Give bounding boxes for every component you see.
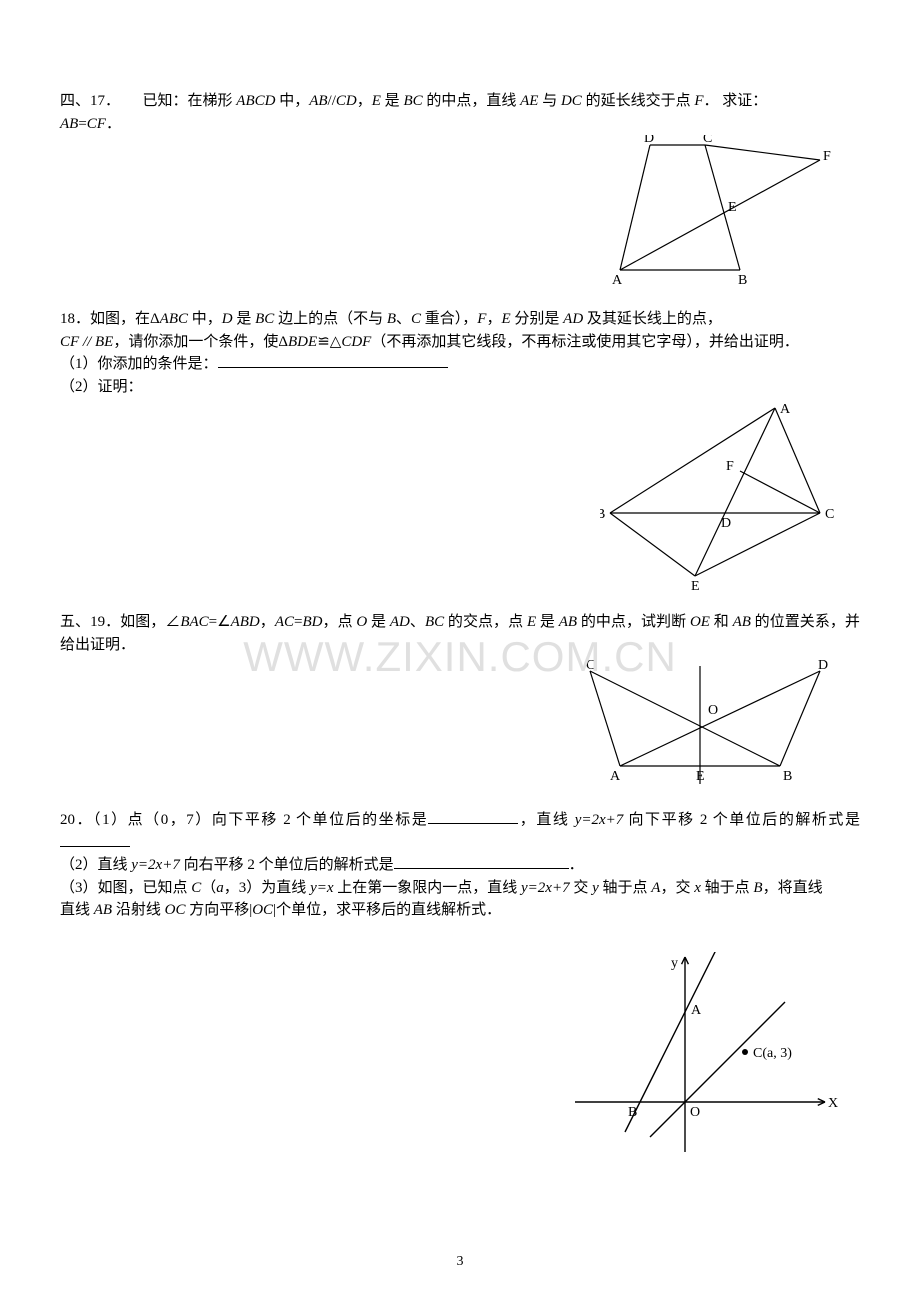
svg-text:B: B [600, 507, 605, 522]
svg-text:F: F [726, 459, 734, 474]
svg-text:F: F [823, 149, 831, 164]
svg-text:B: B [628, 1105, 637, 1120]
svg-text:A: A [612, 273, 623, 288]
svg-text:D: D [721, 516, 731, 531]
p19-text: 五、19．如图，∠BAC=∠ABD，AC=BD，点 O 是 AD、BC 的交点，… [60, 611, 860, 656]
svg-text:C(a, 3): C(a, 3) [753, 1046, 792, 1061]
svg-text:A: A [691, 1003, 702, 1018]
figure-20: Xy O A B C(a, 3) [570, 952, 840, 1162]
p17-heading: 四、17． [60, 93, 120, 109]
blank-condition [218, 353, 448, 368]
svg-text:D: D [818, 658, 828, 673]
svg-text:E: E [696, 769, 705, 784]
problem-20: 20．（1）点（0，7）向下平移 2 个单位后的坐标是，直线 y=2x+7 向下… [60, 809, 860, 1162]
svg-text:C: C [586, 658, 595, 673]
svg-text:B: B [738, 273, 747, 288]
svg-text:A: A [610, 769, 621, 784]
figure-19: A B C D E O [580, 656, 840, 791]
svg-text:C: C [825, 507, 834, 522]
svg-text:D: D [644, 135, 654, 146]
figure-18: A B C D E F [600, 398, 840, 593]
p17-text: 四、17． 已知：在梯形 ABCD 中，AB//CD，E 是 BC 的中点，直线… [60, 90, 860, 135]
page-number: 3 [457, 1251, 464, 1272]
p18-text: 18．如图，在ΔABC 中，D 是 BC 边上的点（不与 B、C 重合），F，E… [60, 308, 860, 398]
svg-text:A: A [780, 402, 791, 417]
svg-text:O: O [708, 703, 718, 718]
problem-19: 五、19．如图，∠BAC=∠ABD，AC=BD，点 O 是 AD、BC 的交点，… [60, 611, 860, 791]
problem-18: 18．如图，在ΔABC 中，D 是 BC 边上的点（不与 B、C 重合），F，E… [60, 308, 860, 593]
svg-text:C: C [703, 135, 712, 146]
figure-17: A B C D E F [610, 135, 840, 290]
p20-text: 20．（1）点（0，7）向下平移 2 个单位后的坐标是，直线 y=2x+7 向下… [60, 809, 860, 922]
blank-20-2 [394, 854, 569, 869]
problem-17: 四、17． 已知：在梯形 ABCD 中，AB//CD，E 是 BC 的中点，直线… [60, 90, 860, 290]
svg-text:E: E [728, 200, 737, 215]
svg-text:E: E [691, 579, 700, 593]
svg-text:y: y [671, 956, 678, 971]
svg-text:X: X [828, 1096, 838, 1111]
blank-20-1b [60, 832, 130, 847]
blank-20-1a [428, 809, 518, 824]
svg-text:O: O [690, 1105, 700, 1120]
svg-text:B: B [783, 769, 792, 784]
